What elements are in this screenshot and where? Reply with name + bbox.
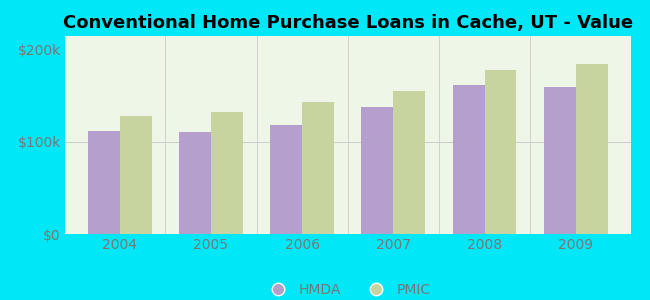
Bar (452, 85, 484, 234)
Bar (576, 64, 608, 234)
Bar (302, 102, 334, 234)
Bar (361, 107, 393, 234)
Bar (544, 87, 576, 234)
Bar (270, 125, 302, 234)
Bar (179, 132, 211, 234)
Bar (484, 70, 517, 234)
Bar (211, 112, 243, 234)
Bar (393, 91, 425, 234)
Title: Conventional Home Purchase Loans in Cache, UT - Value: Conventional Home Purchase Loans in Cach… (62, 14, 633, 32)
Legend: HMDA, PMIC: HMDA, PMIC (259, 277, 437, 300)
Bar (88, 131, 120, 234)
Bar (120, 116, 151, 234)
